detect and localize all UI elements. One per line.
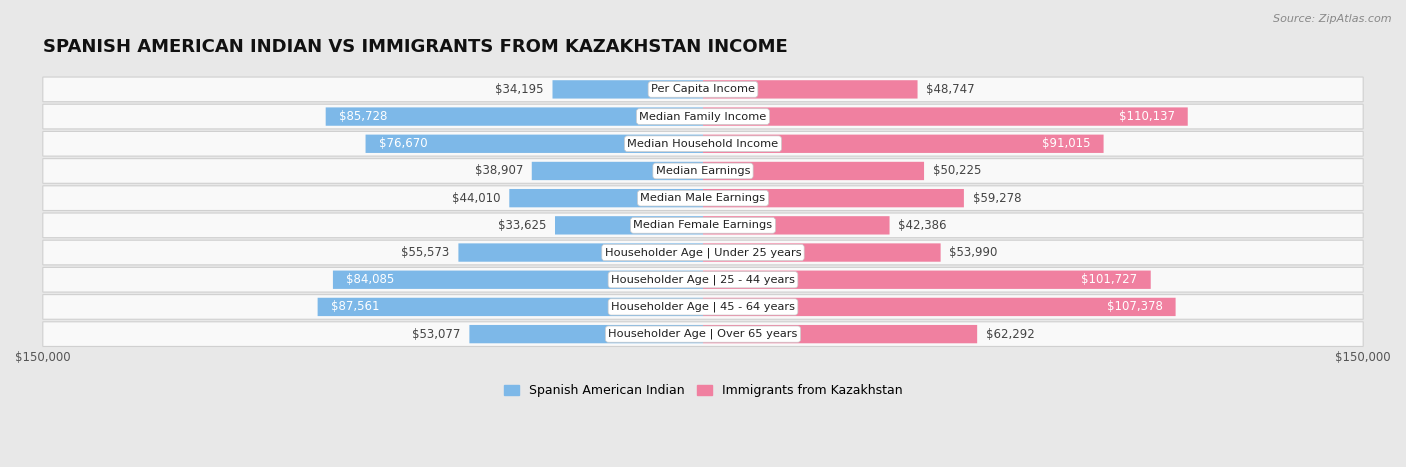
Text: Median Male Earnings: Median Male Earnings <box>641 193 765 203</box>
Text: $76,670: $76,670 <box>378 137 427 150</box>
Text: $33,625: $33,625 <box>498 219 546 232</box>
Text: $34,195: $34,195 <box>495 83 544 96</box>
Text: SPANISH AMERICAN INDIAN VS IMMIGRANTS FROM KAZAKHSTAN INCOME: SPANISH AMERICAN INDIAN VS IMMIGRANTS FR… <box>42 38 787 57</box>
Text: Source: ZipAtlas.com: Source: ZipAtlas.com <box>1274 14 1392 24</box>
FancyBboxPatch shape <box>458 243 703 262</box>
Text: $48,747: $48,747 <box>927 83 974 96</box>
FancyBboxPatch shape <box>42 240 1364 265</box>
FancyBboxPatch shape <box>42 159 1364 183</box>
Text: Median Earnings: Median Earnings <box>655 166 751 176</box>
FancyBboxPatch shape <box>333 270 703 289</box>
FancyBboxPatch shape <box>703 216 890 234</box>
FancyBboxPatch shape <box>42 322 1364 347</box>
FancyBboxPatch shape <box>531 162 703 180</box>
FancyBboxPatch shape <box>703 189 965 207</box>
FancyBboxPatch shape <box>42 295 1364 319</box>
FancyBboxPatch shape <box>703 243 941 262</box>
Text: $84,085: $84,085 <box>346 273 394 286</box>
FancyBboxPatch shape <box>703 270 1150 289</box>
Text: Median Household Income: Median Household Income <box>627 139 779 149</box>
FancyBboxPatch shape <box>509 189 703 207</box>
Text: $107,378: $107,378 <box>1107 300 1163 313</box>
Legend: Spanish American Indian, Immigrants from Kazakhstan: Spanish American Indian, Immigrants from… <box>499 380 907 403</box>
Text: $50,225: $50,225 <box>932 164 981 177</box>
Text: Median Female Earnings: Median Female Earnings <box>634 220 772 230</box>
FancyBboxPatch shape <box>42 77 1364 102</box>
Text: Per Capita Income: Per Capita Income <box>651 85 755 94</box>
Text: $53,077: $53,077 <box>412 328 461 340</box>
FancyBboxPatch shape <box>703 325 977 343</box>
Text: $55,573: $55,573 <box>401 246 450 259</box>
FancyBboxPatch shape <box>703 107 1188 126</box>
FancyBboxPatch shape <box>366 134 703 153</box>
FancyBboxPatch shape <box>703 298 1175 316</box>
FancyBboxPatch shape <box>470 325 703 343</box>
Text: Householder Age | 25 - 44 years: Householder Age | 25 - 44 years <box>612 275 794 285</box>
Text: $59,278: $59,278 <box>973 191 1021 205</box>
Text: $62,292: $62,292 <box>986 328 1035 340</box>
Text: $44,010: $44,010 <box>451 191 501 205</box>
FancyBboxPatch shape <box>553 80 703 99</box>
FancyBboxPatch shape <box>703 80 918 99</box>
FancyBboxPatch shape <box>42 268 1364 292</box>
FancyBboxPatch shape <box>318 298 703 316</box>
FancyBboxPatch shape <box>703 134 1104 153</box>
Text: $85,728: $85,728 <box>339 110 387 123</box>
FancyBboxPatch shape <box>326 107 703 126</box>
FancyBboxPatch shape <box>42 104 1364 129</box>
FancyBboxPatch shape <box>42 131 1364 156</box>
FancyBboxPatch shape <box>42 186 1364 211</box>
Text: $101,727: $101,727 <box>1081 273 1137 286</box>
Text: Householder Age | 45 - 64 years: Householder Age | 45 - 64 years <box>612 302 794 312</box>
Text: $38,907: $38,907 <box>475 164 523 177</box>
Text: Median Family Income: Median Family Income <box>640 112 766 121</box>
FancyBboxPatch shape <box>555 216 703 234</box>
Text: $91,015: $91,015 <box>1042 137 1091 150</box>
FancyBboxPatch shape <box>42 213 1364 238</box>
Text: Householder Age | Under 25 years: Householder Age | Under 25 years <box>605 248 801 258</box>
Text: $53,990: $53,990 <box>949 246 998 259</box>
FancyBboxPatch shape <box>703 162 924 180</box>
Text: $87,561: $87,561 <box>330 300 380 313</box>
Text: Householder Age | Over 65 years: Householder Age | Over 65 years <box>609 329 797 340</box>
Text: $42,386: $42,386 <box>898 219 946 232</box>
Text: $110,137: $110,137 <box>1119 110 1174 123</box>
